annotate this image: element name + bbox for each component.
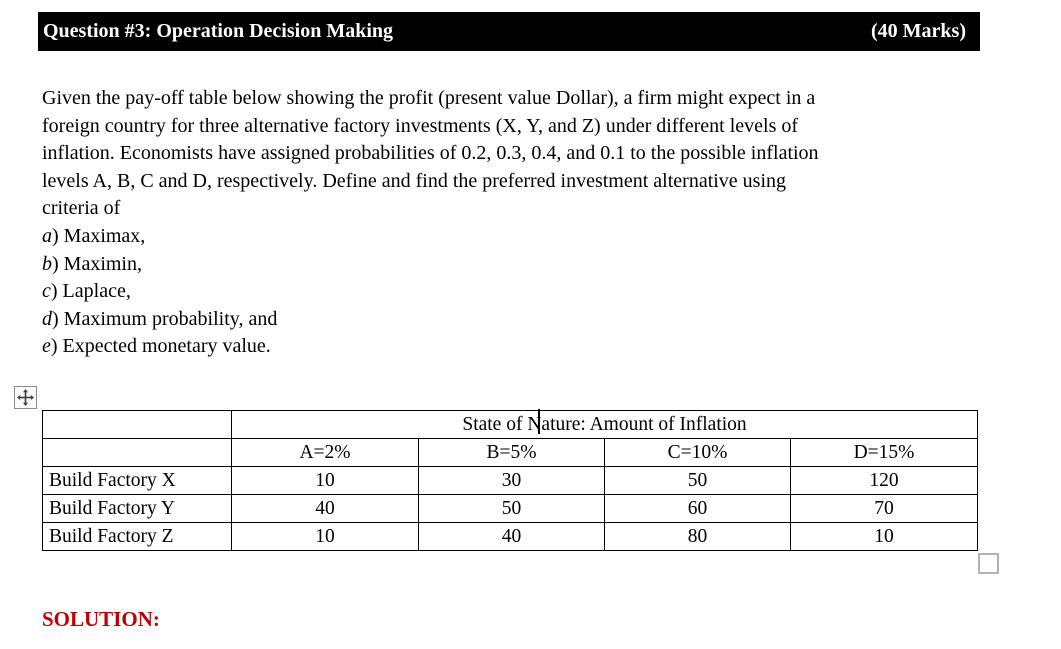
paragraph-line: foreign country for three alternative fa… [42, 114, 799, 137]
payoff-value: 120 [790, 466, 978, 495]
column-header: B=5% [418, 438, 605, 467]
payoff-value: 10 [790, 522, 978, 551]
criteria-item-e: e) Expected monetary value. [42, 333, 1002, 361]
table-resize-handle[interactable] [978, 553, 999, 574]
criteria-letter: b [42, 252, 52, 275]
empty-cell [42, 410, 232, 439]
table-row: Build Factory Y 40 50 60 70 [42, 494, 978, 523]
table-move-handle[interactable] [14, 386, 37, 409]
payoff-table: State of Nature: Amount of Inflation A=2… [42, 410, 978, 551]
question-body: Given the pay-off table below showing th… [42, 85, 1002, 361]
table-row-span-header: State of Nature: Amount of Inflation [42, 410, 978, 439]
criteria-text: ) Maximin, [52, 252, 142, 275]
criteria-letter: a [42, 224, 52, 247]
payoff-value: 80 [604, 522, 791, 551]
payoff-value: 70 [790, 494, 978, 523]
criteria-letter: c [42, 280, 51, 303]
criteria-text: ) Laplace, [50, 280, 131, 303]
criteria-text: ) Expected monetary value. [50, 335, 271, 358]
payoff-value: 50 [604, 466, 791, 495]
paragraph-line: Given the pay-off table below showing th… [42, 87, 816, 109]
paragraph-line: inflation. Economists have assigned prob… [42, 142, 819, 165]
payoff-value: 10 [231, 466, 419, 495]
column-header: D=15% [790, 438, 978, 467]
criteria-item-d: d) Maximum probability, and [42, 306, 1002, 334]
criteria-text: ) Maximax, [52, 224, 146, 247]
payoff-value: 60 [604, 494, 791, 523]
paragraph-line: criteria of [42, 197, 121, 220]
text-cursor [538, 409, 540, 434]
criteria-letter: d [42, 307, 52, 330]
question-marks: (40 Marks) [871, 20, 966, 42]
payoff-value: 40 [231, 494, 419, 523]
table-row: Build Factory X 10 30 50 120 [42, 466, 978, 495]
span-header-cell: State of Nature: Amount of Inflation [231, 410, 978, 439]
criteria-item-b: b) Maximin, [42, 251, 1002, 279]
payoff-value: 50 [418, 494, 605, 523]
row-label: Build Factory Z [42, 522, 232, 551]
payoff-value: 40 [418, 522, 605, 551]
column-header: C=10% [604, 438, 791, 467]
column-header: A=2% [231, 438, 419, 467]
criteria-letter: e [42, 335, 51, 358]
payoff-value: 30 [418, 466, 605, 495]
table-row: Build Factory Z 10 40 80 10 [42, 522, 978, 551]
table-move-handle-icon [17, 389, 34, 406]
criteria-item-c: c) Laplace, [42, 278, 1002, 306]
question-title: Question #3: Operation Decision Making [43, 20, 394, 42]
row-label: Build Factory X [42, 466, 232, 495]
question-banner: Question #3: Operation Decision Making (… [38, 12, 980, 51]
table-row-column-headers: A=2% B=5% C=10% D=15% [42, 438, 978, 467]
payoff-value: 10 [231, 522, 419, 551]
row-label: Build Factory Y [42, 494, 232, 523]
criteria-item-a: a) Maximax, [42, 223, 1002, 251]
empty-cell [42, 438, 232, 467]
solution-label: SOLUTION: [42, 607, 160, 631]
criteria-text: ) Maximum probability, and [52, 307, 278, 330]
paragraph-line: levels A, B, C and D, respectively. Defi… [42, 169, 787, 192]
